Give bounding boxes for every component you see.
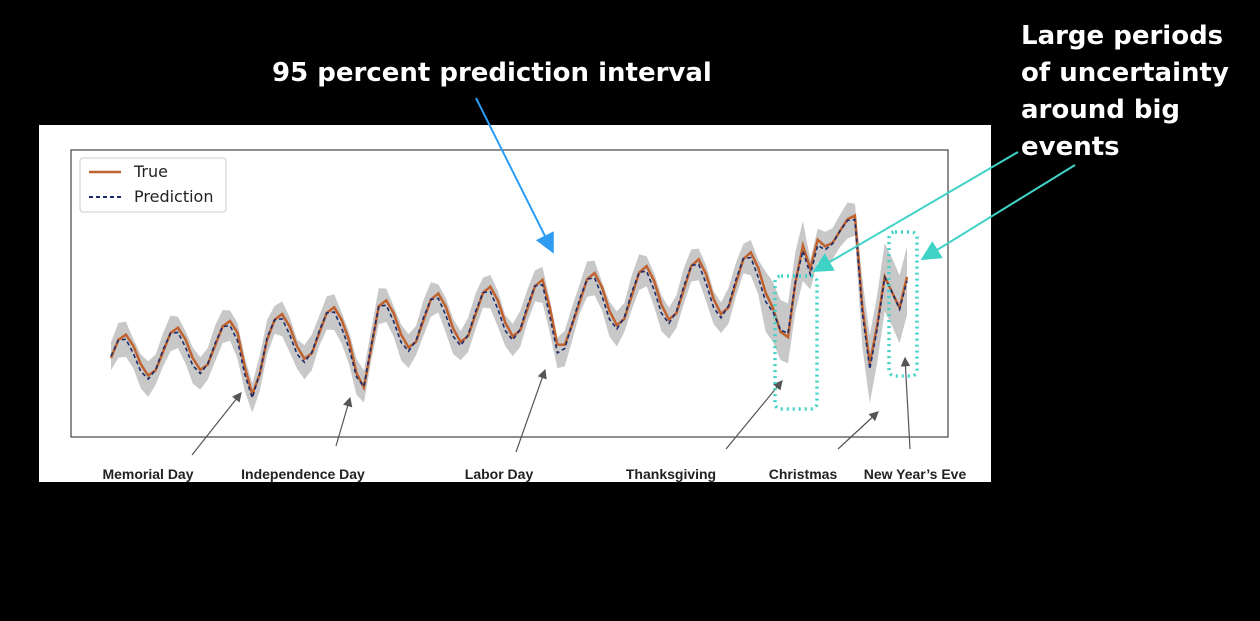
uncertainty-highlights	[773, 230, 919, 411]
interval-annotation: 95 percent prediction interval	[272, 58, 712, 88]
prediction-series-line	[110, 218, 908, 401]
legend-true-label: True	[133, 162, 168, 181]
plot-frame	[70, 149, 949, 438]
event-arrow-1	[335, 396, 353, 447]
event-label-5: New Year’s Eve	[864, 466, 967, 482]
newyear-highlight-box	[887, 230, 919, 378]
event-label-1: Independence Day	[241, 466, 365, 482]
event-annotations: Memorial Day Independence Day Labor Day Tha…	[102, 356, 967, 482]
interval-arrow	[475, 97, 554, 254]
event-arrow-4	[837, 411, 879, 450]
event-label-3: Thanksgiving	[626, 466, 716, 482]
event-label-2: Labor Day	[465, 466, 534, 482]
plot-layer	[109, 202, 909, 413]
event-arrow-0	[191, 392, 242, 456]
event-arrow-2	[515, 368, 547, 453]
event-label-0: Memorial Day	[102, 466, 193, 482]
event-arrow-5	[900, 356, 911, 450]
prediction-interval-band	[111, 202, 907, 413]
event-arrow-3	[725, 380, 783, 450]
legend-prediction-label: Prediction	[134, 187, 213, 206]
event-label-4: Christmas	[769, 466, 838, 482]
uncertainty-arrow-newyear	[920, 164, 1076, 261]
true-series-line	[109, 213, 909, 399]
legend: True Prediction	[79, 157, 227, 213]
uncertainty-arrow-christmas	[812, 151, 1019, 273]
uncertainty-annotation: Large periods of uncertainty around big …	[1021, 21, 1229, 162]
